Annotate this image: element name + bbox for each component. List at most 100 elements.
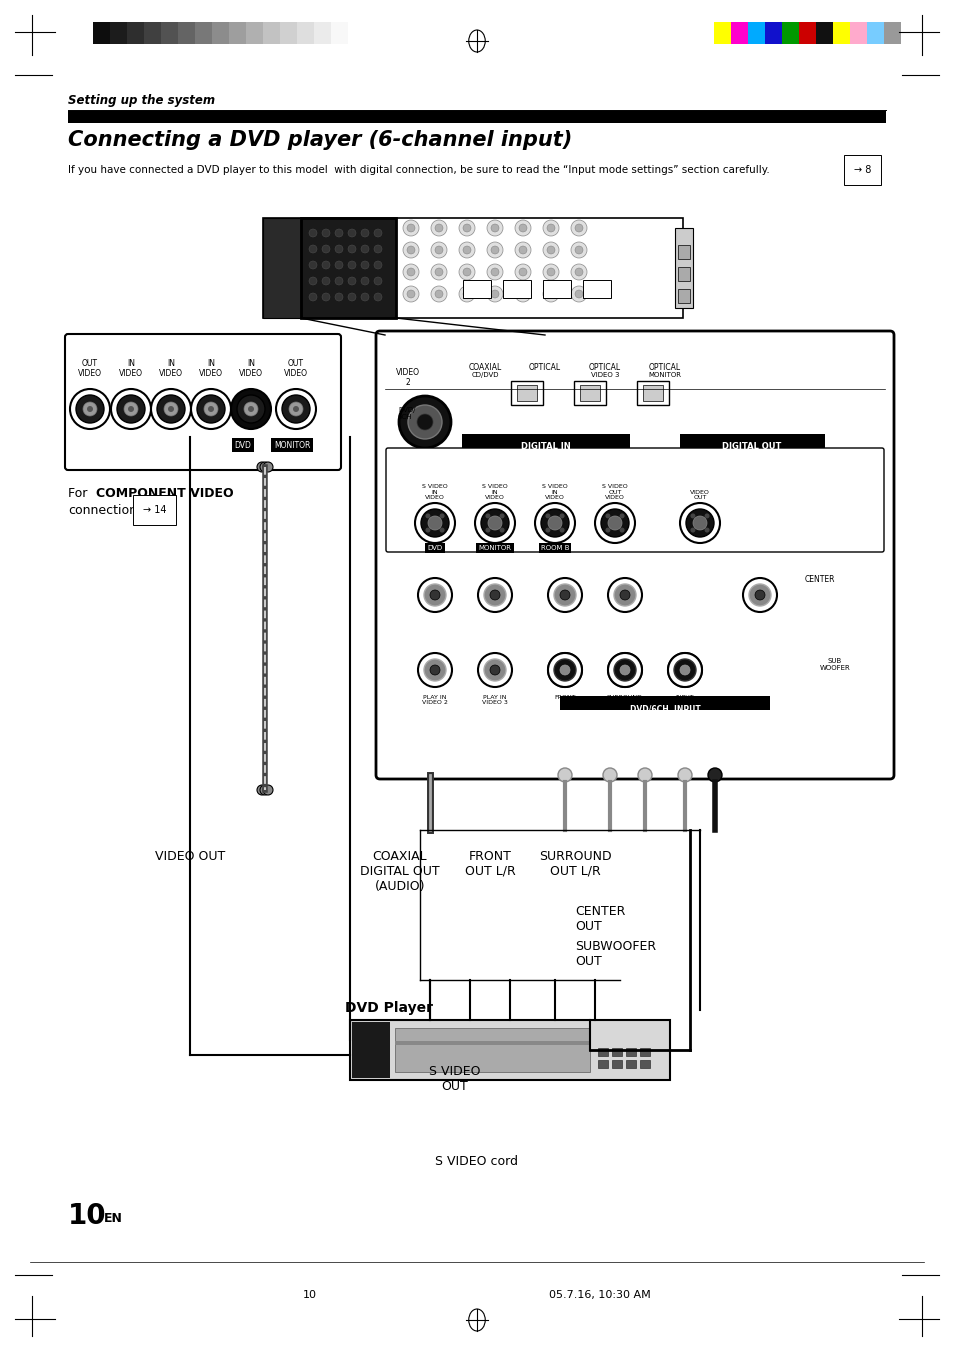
Bar bbox=[502, 280, 531, 299]
Circle shape bbox=[462, 224, 471, 232]
Bar bbox=[713, 22, 730, 45]
Circle shape bbox=[402, 286, 418, 303]
Circle shape bbox=[619, 590, 629, 600]
Circle shape bbox=[515, 286, 531, 303]
Circle shape bbox=[322, 293, 330, 301]
Circle shape bbox=[545, 513, 550, 519]
Circle shape bbox=[679, 665, 689, 676]
Text: Connecting a DVD player (6-channel input): Connecting a DVD player (6-channel input… bbox=[68, 130, 572, 150]
Circle shape bbox=[374, 245, 381, 253]
Circle shape bbox=[542, 263, 558, 280]
Circle shape bbox=[499, 513, 504, 519]
Bar bbox=[678, 245, 689, 259]
Circle shape bbox=[547, 653, 581, 688]
Circle shape bbox=[704, 528, 709, 532]
Circle shape bbox=[191, 389, 231, 430]
Circle shape bbox=[515, 242, 531, 258]
Text: → 8: → 8 bbox=[853, 165, 870, 176]
Circle shape bbox=[275, 389, 315, 430]
Circle shape bbox=[428, 516, 441, 530]
Bar bbox=[679, 434, 824, 449]
Text: PLAY IN
VIDEO 3: PLAY IN VIDEO 3 bbox=[481, 694, 507, 705]
Circle shape bbox=[289, 403, 303, 416]
Circle shape bbox=[559, 590, 569, 600]
Text: DIGITAL OUT: DIGITAL OUT bbox=[721, 442, 781, 451]
Circle shape bbox=[402, 242, 418, 258]
Circle shape bbox=[607, 653, 641, 688]
Text: CENTER: CENTER bbox=[804, 576, 835, 584]
Circle shape bbox=[335, 261, 343, 269]
Circle shape bbox=[542, 242, 558, 258]
Circle shape bbox=[407, 224, 415, 232]
Circle shape bbox=[748, 584, 770, 607]
Text: VIDEO 3: VIDEO 3 bbox=[590, 372, 618, 378]
Bar bbox=[229, 22, 246, 45]
Bar bbox=[462, 280, 491, 299]
Circle shape bbox=[309, 277, 316, 285]
Circle shape bbox=[704, 513, 709, 519]
Bar bbox=[849, 22, 866, 45]
Bar bbox=[799, 22, 815, 45]
Bar bbox=[331, 22, 348, 45]
Circle shape bbox=[491, 267, 498, 276]
Circle shape bbox=[542, 220, 558, 236]
Circle shape bbox=[575, 267, 582, 276]
Circle shape bbox=[248, 407, 253, 412]
Text: OPTICAL: OPTICAL bbox=[588, 363, 620, 372]
Bar bbox=[461, 434, 629, 449]
Text: OPTICAL: OPTICAL bbox=[648, 363, 680, 372]
Text: COAXIAL
DIGITAL OUT
(AUDIO): COAXIAL DIGITAL OUT (AUDIO) bbox=[360, 850, 439, 893]
Circle shape bbox=[435, 290, 442, 299]
Bar bbox=[559, 696, 769, 711]
Text: SUBWOOFER
OUT: SUBWOOFER OUT bbox=[575, 940, 656, 969]
Circle shape bbox=[607, 653, 641, 688]
Text: 6CH: 6CH bbox=[397, 413, 412, 420]
Circle shape bbox=[164, 403, 178, 416]
Text: VIDEO
OUT: VIDEO OUT bbox=[689, 489, 709, 500]
Text: MONITOR: MONITOR bbox=[478, 544, 511, 551]
Circle shape bbox=[322, 230, 330, 236]
Text: S VIDEO
IN
VIDEO: S VIDEO IN VIDEO bbox=[421, 484, 447, 500]
Circle shape bbox=[518, 246, 526, 254]
Circle shape bbox=[157, 394, 185, 423]
Circle shape bbox=[559, 528, 564, 532]
Circle shape bbox=[260, 785, 270, 794]
Circle shape bbox=[667, 653, 701, 688]
Bar bbox=[582, 280, 610, 299]
Bar bbox=[144, 22, 161, 45]
Circle shape bbox=[475, 503, 515, 543]
Circle shape bbox=[491, 224, 498, 232]
Circle shape bbox=[595, 503, 635, 543]
Circle shape bbox=[360, 293, 369, 301]
Circle shape bbox=[128, 407, 133, 412]
Circle shape bbox=[499, 528, 504, 532]
Bar bbox=[625, 1061, 636, 1069]
Text: 10: 10 bbox=[303, 1290, 316, 1300]
Circle shape bbox=[485, 513, 490, 519]
Circle shape bbox=[348, 245, 355, 253]
Text: → 14: → 14 bbox=[143, 505, 167, 515]
Text: S VIDEO cord: S VIDEO cord bbox=[435, 1155, 518, 1169]
Circle shape bbox=[439, 528, 444, 532]
Circle shape bbox=[458, 263, 475, 280]
Bar bbox=[678, 289, 689, 303]
Circle shape bbox=[571, 263, 586, 280]
Bar bbox=[263, 218, 301, 317]
Bar bbox=[639, 1048, 649, 1056]
Circle shape bbox=[124, 403, 138, 416]
Circle shape bbox=[431, 263, 447, 280]
FancyBboxPatch shape bbox=[375, 331, 893, 780]
Circle shape bbox=[462, 246, 471, 254]
Text: ROOM B: ROOM B bbox=[540, 544, 569, 551]
Circle shape bbox=[417, 578, 452, 612]
Bar bbox=[194, 22, 212, 45]
Text: DVD/6CH  INPUT: DVD/6CH INPUT bbox=[629, 704, 700, 713]
Circle shape bbox=[231, 389, 271, 430]
Circle shape bbox=[490, 665, 499, 676]
Text: EN: EN bbox=[104, 1212, 123, 1225]
Circle shape bbox=[600, 509, 628, 536]
Bar bbox=[517, 385, 537, 401]
Circle shape bbox=[462, 267, 471, 276]
Bar bbox=[764, 22, 781, 45]
Circle shape bbox=[571, 286, 586, 303]
